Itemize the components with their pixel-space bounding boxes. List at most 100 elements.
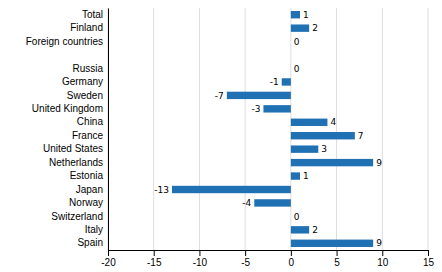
plot: -20-15-10-5051015TotalFinlandForeign cou… — [26, 8, 435, 268]
bar — [290, 38, 291, 45]
y-tick-label: Netherlands — [49, 157, 103, 168]
bar — [254, 199, 291, 206]
x-tick-label: -10 — [193, 257, 208, 268]
x-tick-label: -5 — [241, 257, 250, 268]
y-tick: United States — [43, 143, 103, 154]
y-tick: Italy — [85, 224, 103, 235]
data-label: 0 — [294, 64, 300, 74]
y-tick: Spain — [77, 237, 103, 248]
data-label: 4 — [330, 117, 336, 127]
bar — [291, 119, 328, 126]
x-tick-mark — [382, 250, 383, 256]
x-tick: 5 — [334, 250, 340, 268]
x-tick: 15 — [423, 250, 435, 268]
bar — [290, 213, 291, 220]
y-tick: Japan — [76, 184, 103, 195]
bar — [290, 65, 291, 72]
x-tick-label: 5 — [334, 257, 340, 268]
y-tick-label: Germany — [62, 76, 103, 87]
x-tick: 0 — [289, 250, 295, 268]
x-tick: -20 — [101, 250, 116, 268]
y-tick: Germany — [62, 76, 103, 87]
data-label: 3 — [321, 144, 327, 154]
data-label: 9 — [376, 158, 382, 168]
grid — [108, 8, 428, 250]
bar — [263, 105, 290, 112]
bar — [291, 24, 309, 31]
y-tick-label: Japan — [76, 184, 103, 195]
grid-line — [199, 8, 200, 250]
y-tick-label: Total — [82, 9, 103, 20]
y-axis-line — [108, 9, 109, 251]
bar — [291, 226, 309, 233]
y-tick-label: Sweden — [67, 90, 103, 101]
data-labels: 1200-1-7-347391-13-4029 — [154, 10, 382, 249]
data-label: -13 — [154, 185, 169, 195]
y-tick: Foreign countries — [26, 36, 103, 47]
chart: -20-15-10-5051015TotalFinlandForeign cou… — [0, 0, 442, 272]
y-tick-label: China — [77, 116, 104, 127]
x-tick: -15 — [147, 250, 162, 268]
bar — [291, 172, 300, 179]
x-tick-mark — [245, 250, 246, 256]
grid-line — [153, 8, 154, 250]
y-tick-label: Foreign countries — [26, 36, 103, 47]
x-tick: 10 — [377, 250, 389, 268]
data-label: 0 — [294, 212, 300, 222]
bars — [172, 11, 373, 247]
bar — [291, 240, 373, 247]
bar — [291, 11, 300, 18]
data-label: 1 — [303, 171, 309, 181]
x-tick-mark — [428, 250, 429, 256]
x-tick-mark — [291, 250, 292, 256]
y-tick-label: Italy — [85, 224, 103, 235]
data-label: -7 — [215, 91, 224, 101]
data-label: 0 — [294, 37, 300, 47]
y-tick: Netherlands — [49, 157, 103, 168]
y-tick-label: Norway — [69, 197, 103, 208]
y-tick: France — [72, 130, 104, 141]
data-label: -3 — [251, 104, 260, 114]
grid-line — [245, 8, 246, 250]
data-label: 1 — [303, 10, 309, 20]
y-tick: Estonia — [70, 170, 104, 181]
y-tick-label: United States — [43, 143, 103, 154]
y-tick: China — [77, 116, 104, 127]
x-tick-mark — [337, 250, 338, 256]
x-tick-label: 15 — [423, 257, 435, 268]
bar — [227, 92, 291, 99]
x-tick: -10 — [193, 250, 208, 268]
data-label: -1 — [270, 77, 279, 87]
y-tick: Finland — [70, 22, 103, 33]
bar — [172, 186, 291, 193]
x-tick-mark — [108, 250, 109, 256]
data-label: 7 — [358, 131, 364, 141]
y-tick-label: Russia — [72, 63, 103, 74]
y-axis: Total Finland Foreign countries Russia Germa… — [26, 9, 109, 251]
grid-line — [336, 8, 337, 250]
x-tick-mark — [154, 250, 155, 256]
x-tick-label: 10 — [377, 257, 389, 268]
grid-line — [428, 8, 429, 250]
y-tick-label: Spain — [77, 237, 103, 248]
grid-line — [290, 8, 291, 250]
y-tick: Norway — [69, 197, 103, 208]
x-tick-label: -20 — [101, 257, 116, 268]
x-tick-label: 0 — [289, 257, 295, 268]
y-tick-label: Finland — [70, 22, 103, 33]
x-tick-mark — [199, 250, 200, 256]
y-tick-label: France — [72, 130, 104, 141]
data-label: 9 — [376, 238, 382, 248]
y-tick: Total — [82, 9, 103, 20]
x-axis: -20 -15 -10 -5 0 5 10 15 — [101, 250, 434, 268]
grid-line — [108, 8, 109, 250]
bar — [291, 132, 355, 139]
data-label: 2 — [312, 225, 318, 235]
bar — [282, 78, 291, 85]
y-tick: Sweden — [67, 90, 103, 101]
grid-line — [382, 8, 383, 250]
bar — [291, 159, 373, 166]
y-tick-label: Estonia — [70, 170, 104, 181]
y-tick: Switzerland — [51, 211, 103, 222]
data-label: -4 — [242, 198, 251, 208]
